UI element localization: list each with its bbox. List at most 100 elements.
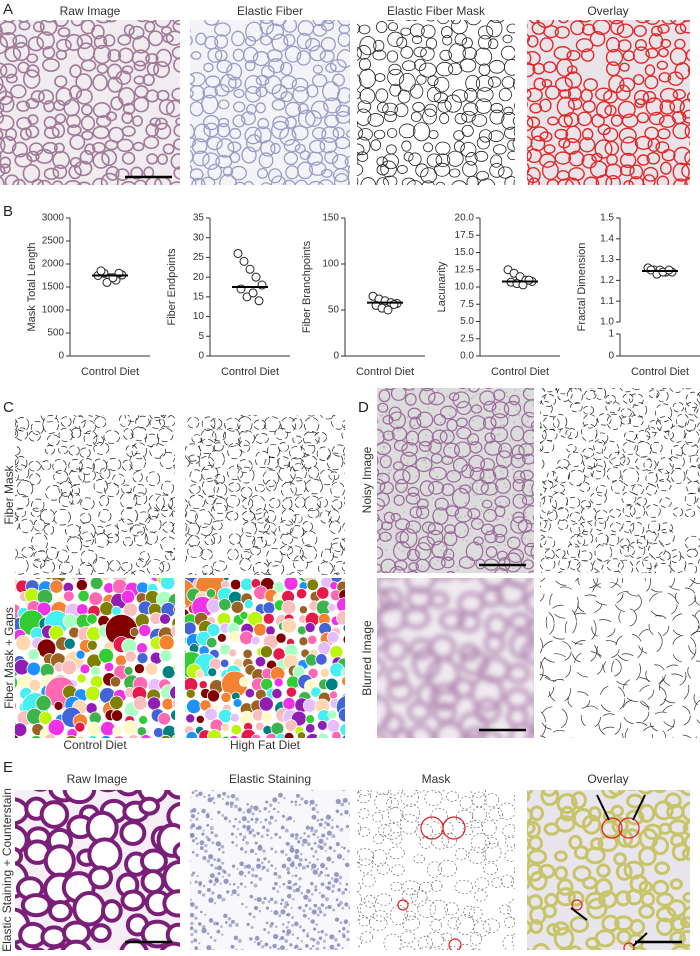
gap <box>159 649 173 663</box>
noise <box>458 444 461 446</box>
stain <box>277 947 281 950</box>
noise <box>425 393 428 395</box>
stain <box>220 844 225 849</box>
noise <box>436 475 438 478</box>
noise <box>532 436 534 439</box>
noise <box>388 534 391 536</box>
stain <box>305 943 309 948</box>
fiber <box>443 548 455 561</box>
stain <box>290 833 295 838</box>
fiber <box>478 178 496 185</box>
fiber <box>655 906 677 923</box>
stain <box>310 847 314 851</box>
stain <box>219 882 222 885</box>
fiber <box>554 865 568 881</box>
fiber <box>0 95 15 113</box>
fiber <box>310 100 329 119</box>
fiber <box>501 76 515 89</box>
data-point <box>239 256 249 266</box>
stain <box>313 841 317 845</box>
fiber <box>499 904 511 915</box>
fiber <box>15 508 26 518</box>
fiber <box>466 175 479 185</box>
noise <box>498 562 500 565</box>
noise <box>426 528 428 530</box>
noise <box>506 434 509 436</box>
noise <box>395 545 398 548</box>
fiber <box>450 20 462 25</box>
fiber <box>632 46 650 64</box>
fiber <box>549 586 579 619</box>
fiber <box>608 451 626 466</box>
fiber <box>446 570 456 573</box>
noise <box>472 419 475 422</box>
fiber <box>437 20 450 25</box>
arrow <box>596 794 610 821</box>
fiber <box>414 823 434 839</box>
gap <box>253 622 267 637</box>
noise <box>377 489 379 492</box>
fiber <box>442 35 453 46</box>
fiber <box>582 447 595 458</box>
fiber <box>80 549 98 566</box>
fiber <box>345 7 357 20</box>
fiber <box>240 415 251 417</box>
fiber <box>476 136 490 150</box>
stain <box>211 948 215 950</box>
stain <box>330 953 333 956</box>
stain <box>226 795 230 799</box>
stain <box>287 921 290 924</box>
noise <box>486 416 488 418</box>
noise <box>500 470 502 473</box>
stain <box>202 884 206 888</box>
fiber <box>399 528 418 549</box>
x-tick-label: Control Diet <box>356 366 414 378</box>
stain <box>314 885 318 889</box>
noise <box>509 528 512 531</box>
fiber <box>533 514 534 521</box>
fiber <box>493 567 509 573</box>
noise <box>466 425 468 427</box>
stain <box>319 910 323 914</box>
stain <box>223 816 228 821</box>
gap <box>307 634 318 645</box>
noise <box>380 398 382 400</box>
fiber <box>4 46 22 63</box>
fiber <box>668 425 686 443</box>
stain <box>286 871 291 875</box>
fiber <box>513 178 515 185</box>
fiber <box>189 484 201 494</box>
stain <box>250 881 253 884</box>
fiber <box>131 442 147 460</box>
stain <box>183 878 187 882</box>
fiber <box>634 98 646 109</box>
noise <box>466 534 468 536</box>
stain <box>259 821 263 824</box>
stain <box>210 818 213 821</box>
noise <box>384 437 386 439</box>
noise <box>425 525 428 528</box>
fiber <box>684 177 690 185</box>
noise <box>464 502 467 505</box>
fiber <box>567 945 583 950</box>
stain <box>216 858 221 863</box>
stain <box>274 952 278 956</box>
fiber <box>427 861 442 878</box>
fiber <box>644 20 661 26</box>
fiber <box>583 176 600 185</box>
fiber <box>564 612 597 645</box>
gap <box>185 674 186 678</box>
gap <box>99 601 115 617</box>
noise <box>445 566 448 569</box>
stain <box>317 873 321 877</box>
fiber <box>390 832 403 845</box>
stain <box>351 808 356 813</box>
fiber <box>52 164 68 180</box>
fiber <box>78 562 93 575</box>
fiber <box>401 140 412 152</box>
fiber <box>94 416 107 429</box>
noise <box>532 404 534 406</box>
fiber <box>457 578 473 581</box>
noise <box>406 496 408 499</box>
fiber <box>33 790 48 792</box>
